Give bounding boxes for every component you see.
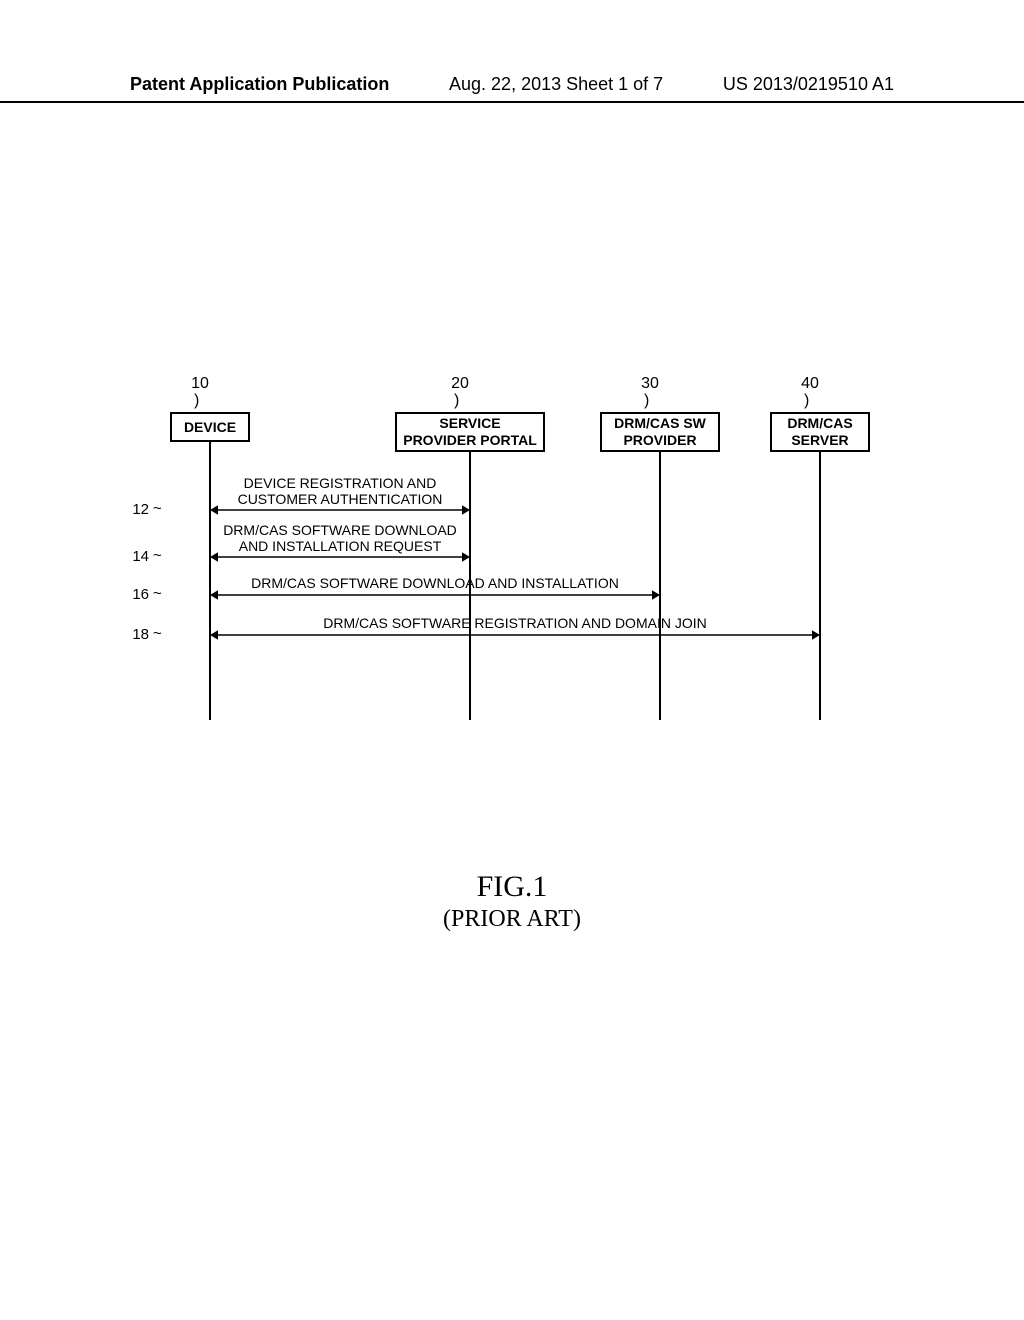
step-number: 16 xyxy=(125,586,149,603)
connector-brace: ) xyxy=(194,392,199,410)
participant-box: DEVICE xyxy=(170,412,250,442)
message-text: DRM/CAS SOFTWARE REGISTRATION AND DOMAIN… xyxy=(205,615,825,631)
participant-number: 20 xyxy=(445,375,475,393)
participant-number: 10 xyxy=(185,375,215,393)
participant-box: DRM/CASSERVER xyxy=(770,412,870,452)
prior-art: (PRIOR ART) xyxy=(0,906,1024,933)
participant-number: 30 xyxy=(635,375,665,393)
message-text: DRM/CAS SOFTWARE DOWNLOADAND INSTALLATIO… xyxy=(210,522,470,554)
figure-number: FIG.1 xyxy=(0,870,1024,904)
message-text: DRM/CAS SOFTWARE DOWNLOAD AND INSTALLATI… xyxy=(210,575,660,591)
sequence-diagram: 10) DEVICE 20) SERVICEPROVIDER PORTAL 30) DRM… xyxy=(130,370,894,790)
step-tilde: ~ xyxy=(153,585,162,602)
header-date-sheet: Aug. 22, 2013 Sheet 1 of 7 xyxy=(449,74,663,95)
step-tilde: ~ xyxy=(153,625,162,642)
header-publication: Patent Application Publication xyxy=(130,74,389,95)
connector-brace: ) xyxy=(804,392,809,410)
header-patent-number: US 2013/0219510 A1 xyxy=(723,74,894,95)
participant-box: SERVICEPROVIDER PORTAL xyxy=(395,412,545,452)
figure-caption: FIG.1 (PRIOR ART) xyxy=(0,870,1024,933)
participant-box: DRM/CAS SWPROVIDER xyxy=(600,412,720,452)
participant-number: 40 xyxy=(795,375,825,393)
connector-brace: ) xyxy=(644,392,649,410)
step-number: 12 xyxy=(125,501,149,518)
step-tilde: ~ xyxy=(153,547,162,564)
page-header: Patent Application Publication Aug. 22, … xyxy=(0,74,1024,103)
step-tilde: ~ xyxy=(153,500,162,517)
connector-brace: ) xyxy=(454,392,459,410)
step-number: 18 xyxy=(125,626,149,643)
message-text: DEVICE REGISTRATION ANDCUSTOMER AUTHENTI… xyxy=(210,475,470,507)
step-number: 14 xyxy=(125,548,149,565)
